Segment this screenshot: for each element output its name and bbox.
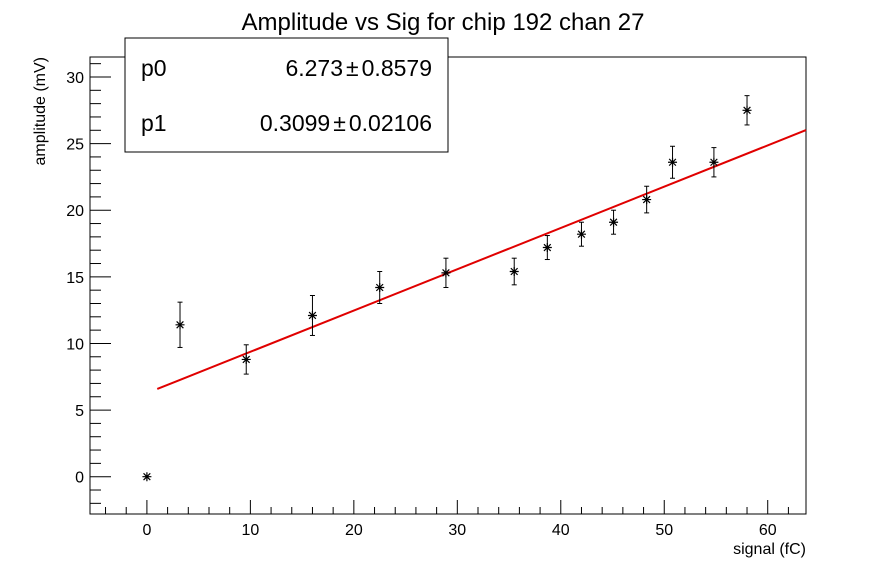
y-tick-label: 20 xyxy=(66,203,84,220)
x-tick-label: 50 xyxy=(655,522,673,539)
data-point xyxy=(241,354,251,364)
stats-p0-name: p0 xyxy=(141,55,167,81)
data-point xyxy=(709,157,719,167)
x-tick-label: 60 xyxy=(759,522,777,539)
x-tick-label: 40 xyxy=(552,522,570,539)
stats-p1-pm: ± xyxy=(333,110,346,136)
stats-p0-value: 6.273 ±0.8579 xyxy=(285,55,432,81)
stats-p0-error: 0.8579 xyxy=(362,55,432,81)
stats-p1-value: 0.3099 ±0.02106 xyxy=(260,110,432,136)
data-point xyxy=(175,320,185,330)
data-point xyxy=(142,472,152,482)
y-tick-label: 15 xyxy=(66,270,84,287)
x-axis-label: signal (fC) xyxy=(733,541,806,558)
y-tick-label: 0 xyxy=(75,470,84,487)
data-point xyxy=(642,195,652,205)
data-point xyxy=(375,282,385,292)
y-tick-label: 10 xyxy=(66,336,84,353)
stats-p0-estimate: 6.273 xyxy=(285,55,343,81)
data-point xyxy=(542,243,552,253)
stats-p0-pm: ± xyxy=(346,55,359,81)
x-tick-label: 0 xyxy=(142,522,151,539)
data-point xyxy=(576,229,586,239)
stats-box: p0 6.273 ±0.8579 p1 0.3099 ±0.02106 xyxy=(124,37,449,153)
x-tick-label: 30 xyxy=(448,522,466,539)
stats-box-frame xyxy=(124,37,449,153)
chart-title: Amplitude vs Sig for chip 192 chan 27 xyxy=(242,9,645,36)
stats-p1-estimate: 0.3099 xyxy=(260,110,330,136)
data-point xyxy=(742,105,752,115)
data-point xyxy=(668,157,678,167)
data-point xyxy=(509,267,519,277)
stats-p1-name: p1 xyxy=(141,110,167,136)
data-point xyxy=(609,217,619,227)
plot-area: 0 10 20 30 40 50 60 0 5 10 15 20 25 30 xyxy=(66,56,807,539)
y-tick-label: 25 xyxy=(66,137,84,154)
y-axis-label: amplitude (mV) xyxy=(32,57,49,165)
y-tick-label: 5 xyxy=(75,403,84,420)
stats-p1-error: 0.02106 xyxy=(349,110,432,136)
y-tick-label: 30 xyxy=(66,70,84,87)
fit-line xyxy=(156,129,807,390)
x-tick-label: 10 xyxy=(241,522,259,539)
x-tick-label: 20 xyxy=(345,522,363,539)
data-point xyxy=(441,268,451,278)
data-point xyxy=(307,310,317,320)
